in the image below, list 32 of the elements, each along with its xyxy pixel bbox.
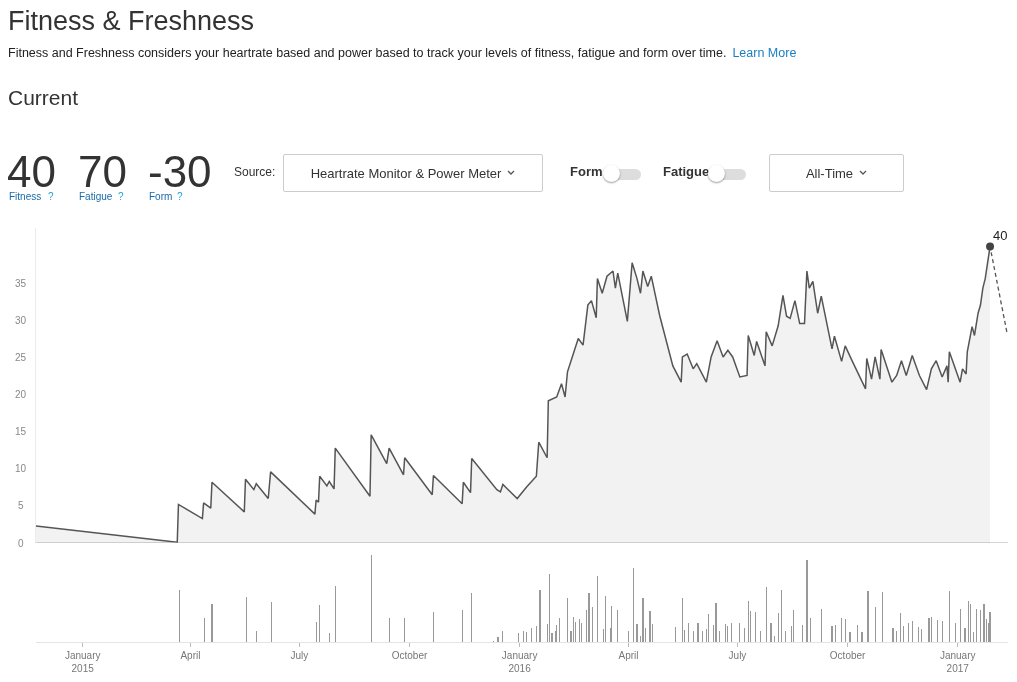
x-tick-label: October bbox=[391, 650, 428, 661]
x-tick-label: January 2015 bbox=[64, 650, 101, 674]
text: Form bbox=[570, 164, 603, 179]
y-tick-label: 0 bbox=[18, 538, 24, 549]
text: Fitness & Freshness bbox=[8, 6, 255, 36]
text: ? bbox=[177, 191, 183, 202]
x-tick-label: April bbox=[618, 650, 639, 661]
x-tick-label: April bbox=[180, 650, 201, 661]
text: Fitness bbox=[9, 191, 42, 202]
text: Heartrate Monitor & Power Meter bbox=[310, 165, 502, 181]
y-tick-label: 15 bbox=[15, 426, 27, 437]
y-tick-label: 25 bbox=[15, 352, 27, 363]
x-tick-label: January 2016 bbox=[501, 650, 538, 674]
y-tick-label: 35 bbox=[15, 278, 27, 289]
y-tick-label: 10 bbox=[15, 463, 27, 474]
text: ? bbox=[118, 191, 124, 202]
y-tick-label: 20 bbox=[15, 389, 27, 400]
text: Fatigue bbox=[663, 164, 710, 179]
x-tick-label: July bbox=[290, 650, 309, 661]
x-tick-label: January 2017 bbox=[939, 650, 976, 674]
x-tick-label: July bbox=[728, 650, 747, 661]
text: Form bbox=[149, 191, 173, 202]
y-tick-label: 5 bbox=[18, 500, 24, 511]
source-note: Source: bbox=[234, 165, 276, 179]
text: ? bbox=[48, 191, 54, 202]
x-tick-label: October bbox=[829, 650, 867, 661]
text: Fitness and Freshness considers your heartrate based and power based to track your levels of fitness, fatigue and form over time. bbox=[8, 46, 727, 60]
y-tick-label: 30 bbox=[15, 315, 27, 326]
text: Learn More bbox=[732, 46, 797, 60]
annotation: 40 bbox=[993, 228, 1008, 243]
text: Current bbox=[8, 86, 79, 109]
text: All-Time bbox=[805, 165, 854, 181]
